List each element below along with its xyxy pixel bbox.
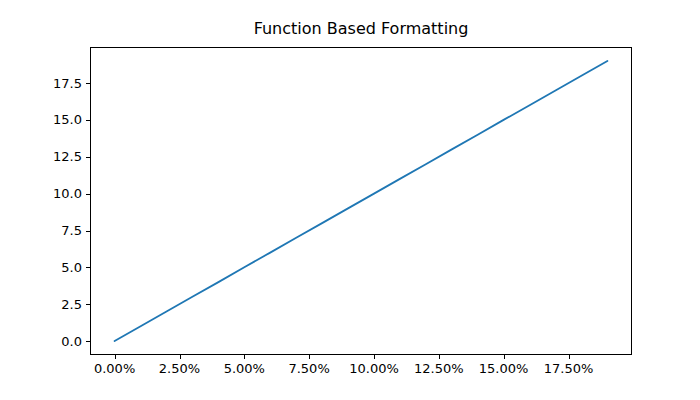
x-tick-label: 17.50% xyxy=(534,361,604,376)
y-tick-mark xyxy=(86,231,90,232)
y-tick-label: 10.0 xyxy=(22,186,82,201)
y-tick-label: 12.5 xyxy=(22,149,82,164)
x-tick-mark xyxy=(374,355,375,359)
x-tick-label: 5.00% xyxy=(209,361,279,376)
x-tick-mark xyxy=(439,355,440,359)
x-tick-label: 2.50% xyxy=(145,361,215,376)
x-tick-label: 15.00% xyxy=(469,361,539,376)
x-tick-mark xyxy=(504,355,505,359)
y-tick-mark xyxy=(86,304,90,305)
x-tick-mark xyxy=(309,355,310,359)
y-tick-mark xyxy=(86,157,90,158)
y-tick-label: 2.5 xyxy=(22,297,82,312)
matplotlib-figure: Function Based Formatting 0.0 2.5 5.0 7.5 10… xyxy=(0,0,700,400)
y-tick-mark xyxy=(86,267,90,268)
x-tick-label: 12.50% xyxy=(404,361,474,376)
x-tick-label: 7.50% xyxy=(274,361,344,376)
x-tick-mark xyxy=(569,355,570,359)
y-tick-label: 17.5 xyxy=(22,76,82,91)
y-tick-mark xyxy=(86,341,90,342)
x-tick-label: 0.00% xyxy=(80,361,150,376)
x-tick-mark xyxy=(115,355,116,359)
y-tick-mark xyxy=(86,83,90,84)
plot-area xyxy=(90,47,632,355)
chart-title: Function Based Formatting xyxy=(90,19,632,39)
x-tick-label: 10.00% xyxy=(339,361,409,376)
x-tick-mark xyxy=(244,355,245,359)
y-tick-mark xyxy=(86,120,90,121)
y-tick-label: 0.0 xyxy=(22,334,82,349)
x-tick-mark xyxy=(180,355,181,359)
y-tick-label: 7.5 xyxy=(22,223,82,238)
y-tick-mark xyxy=(86,194,90,195)
y-tick-label: 15.0 xyxy=(22,112,82,127)
y-tick-label: 5.0 xyxy=(22,260,82,275)
